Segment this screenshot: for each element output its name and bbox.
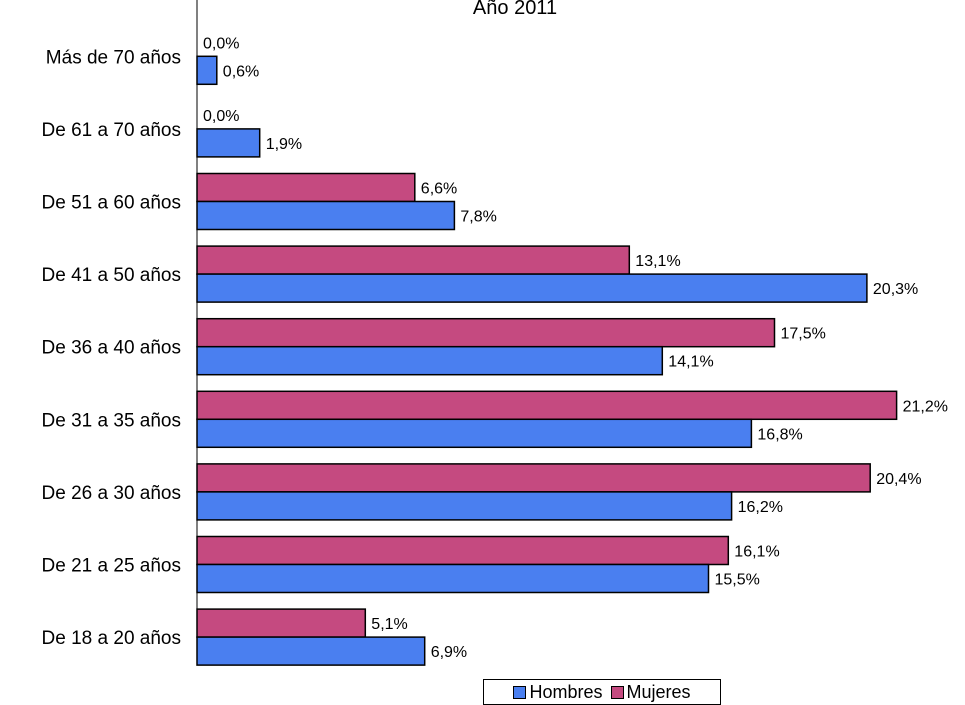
value-label-hombres: 14,1% <box>668 354 713 371</box>
category-label: De 36 a 40 años <box>42 338 181 359</box>
bar-mujeres <box>196 463 871 493</box>
bar-hombres <box>196 636 426 666</box>
category-label: De 21 a 25 años <box>42 556 181 577</box>
legend-item-hombres: Hombres <box>513 681 603 703</box>
category-label: De 41 a 50 años <box>42 265 181 286</box>
bar-hombres <box>196 345 664 376</box>
bar-hombres <box>196 418 753 449</box>
value-label-mujeres: 6,6% <box>421 181 457 198</box>
legend-label-hombres: Hombres <box>529 681 603 702</box>
bar-mujeres <box>196 390 898 421</box>
category-label: De 51 a 60 años <box>42 193 181 214</box>
bar-hombres <box>196 491 733 521</box>
bar-hombres <box>196 273 868 303</box>
value-label-mujeres: 16,1% <box>734 544 779 561</box>
category-label: De 18 a 20 años <box>42 628 181 649</box>
chart-title: Año 2011 <box>473 0 557 19</box>
category-label: Más de 70 años <box>46 47 181 68</box>
value-label-hombres: 15,5% <box>715 572 760 589</box>
value-label-mujeres: 17,5% <box>781 326 826 343</box>
value-label-hombres: 7,8% <box>460 209 496 226</box>
value-label-hombres: 1,9% <box>266 136 302 153</box>
bar-hombres <box>196 563 710 594</box>
bar-mujeres <box>196 245 631 275</box>
value-label-mujeres: 0,0% <box>203 108 239 125</box>
bar-hombres <box>196 200 456 231</box>
bar-mujeres <box>196 172 416 203</box>
value-label-mujeres: 13,1% <box>635 253 680 270</box>
category-label: De 26 a 30 años <box>42 483 181 504</box>
bar-mujeres <box>196 535 730 566</box>
bar-hombres <box>196 128 261 158</box>
value-label-hombres: 16,8% <box>757 426 802 443</box>
bar-mujeres <box>196 608 367 638</box>
value-label-mujeres: 21,2% <box>903 398 948 415</box>
legend-swatch-hombres <box>513 685 527 699</box>
bar-hombres <box>196 55 218 86</box>
value-label-hombres: 20,3% <box>873 281 918 298</box>
value-label-mujeres: 5,1% <box>371 616 407 633</box>
value-label-mujeres: 20,4% <box>876 471 921 488</box>
bar-mujeres <box>196 317 776 348</box>
value-label-hombres: 0,6% <box>223 63 259 80</box>
legend-label-mujeres: Mujeres <box>626 681 691 702</box>
category-label: De 61 a 70 años <box>42 120 181 141</box>
value-label-mujeres: 0,0% <box>203 35 239 52</box>
category-label: De 31 a 35 años <box>42 410 181 431</box>
value-label-hombres: 6,9% <box>431 644 467 661</box>
legend-item-mujeres: Mujeres <box>610 681 691 703</box>
value-label-hombres: 16,2% <box>738 499 783 516</box>
legend-swatch-mujeres <box>610 685 624 699</box>
legend: Hombres Mujeres <box>483 679 721 705</box>
